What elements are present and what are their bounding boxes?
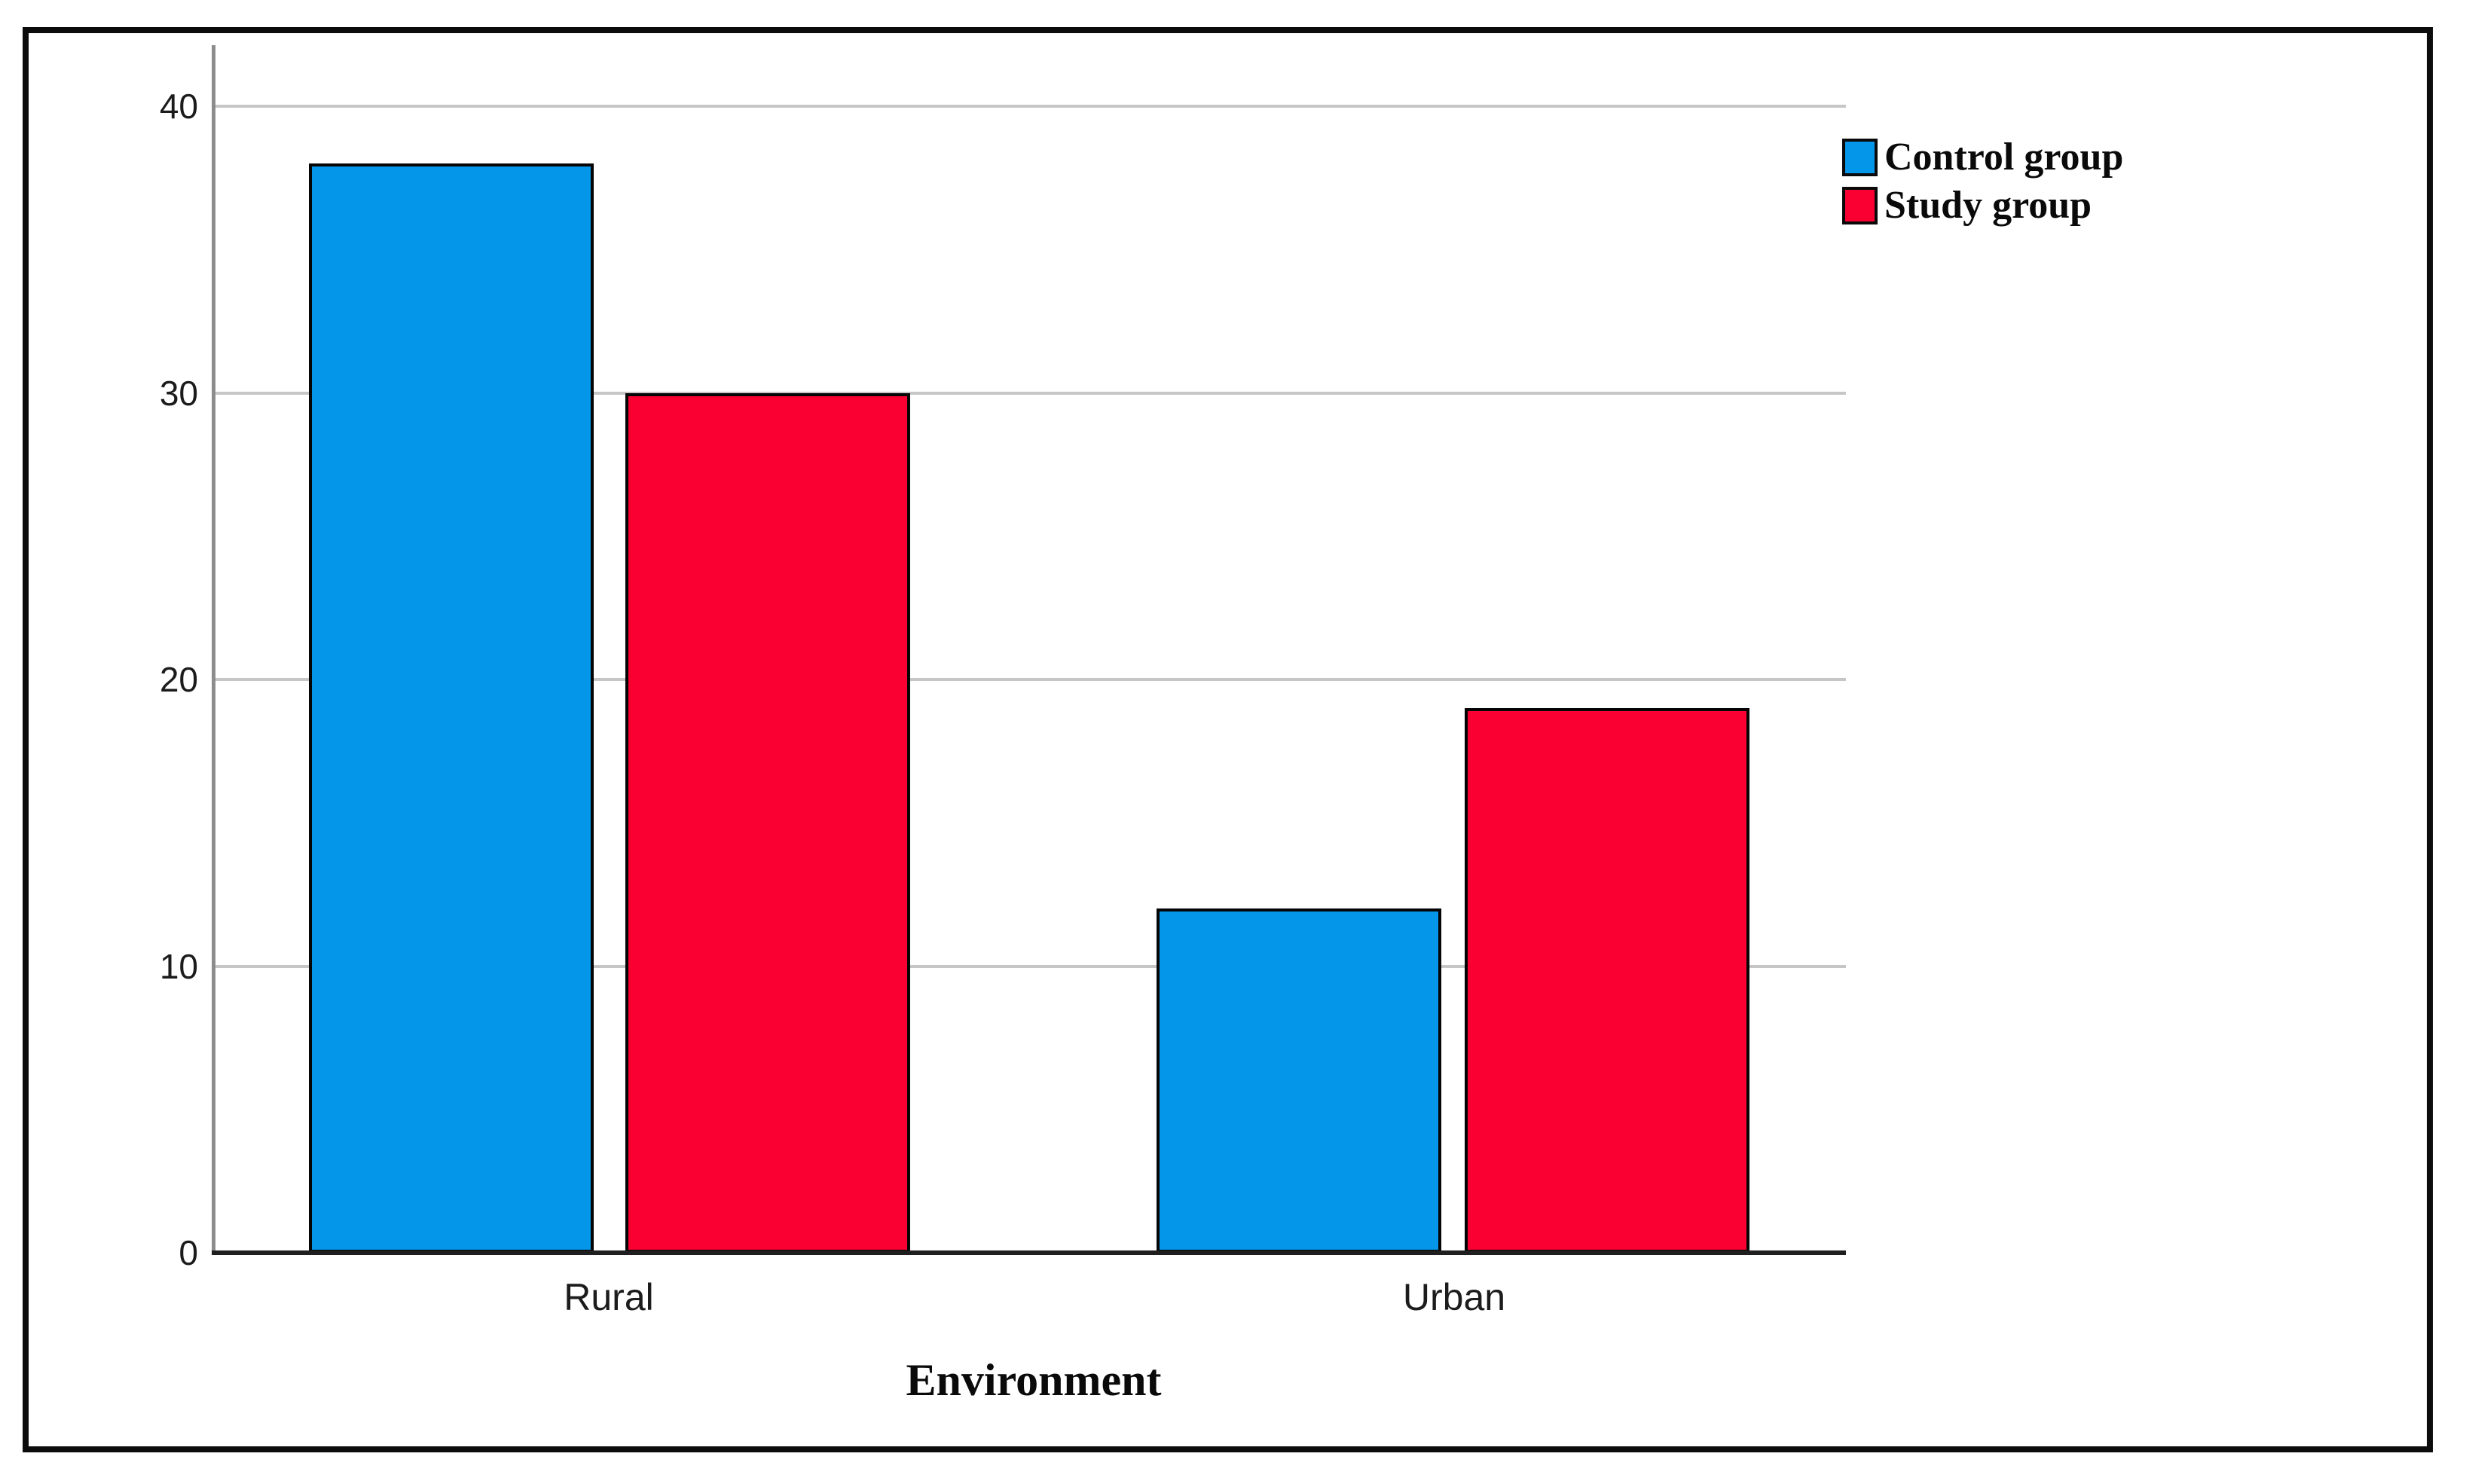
- gridline-10: [215, 964, 1846, 968]
- y-tick-label-30: 30: [159, 373, 198, 413]
- y-tick-label-0: 0: [179, 1233, 198, 1272]
- legend-item-study-group: Study group: [1842, 186, 2123, 225]
- gridline-40: [215, 105, 1846, 108]
- bar-control-group-rural: [309, 163, 594, 1253]
- y-tick-label-40: 40: [159, 87, 198, 126]
- legend-item-control-group: Control group: [1842, 138, 2123, 177]
- y-tick-label-20: 20: [159, 660, 198, 699]
- category-label-urban: Urban: [1402, 1276, 1506, 1318]
- legend-label-control-group: Control group: [1884, 136, 2124, 179]
- y-tick-label-10: 10: [159, 946, 198, 986]
- gridline-30: [215, 391, 1846, 395]
- y-axis-line: [212, 45, 215, 1253]
- bar-study-group-urban: [1465, 708, 1749, 1253]
- legend-swatch-control-group-icon: [1842, 139, 1878, 176]
- category-label-rural: Rural: [564, 1276, 654, 1318]
- gridline-20: [215, 678, 1846, 681]
- legend: Control group Study group: [1842, 138, 2123, 225]
- bar-study-group-rural: [625, 392, 910, 1253]
- legend-label-study-group: Study group: [1884, 184, 2092, 227]
- x-axis-line: [212, 1250, 1846, 1255]
- legend-swatch-study-group-icon: [1842, 187, 1878, 224]
- bar-control-group-urban: [1157, 908, 1441, 1253]
- x-axis-title: Environment: [906, 1355, 1162, 1405]
